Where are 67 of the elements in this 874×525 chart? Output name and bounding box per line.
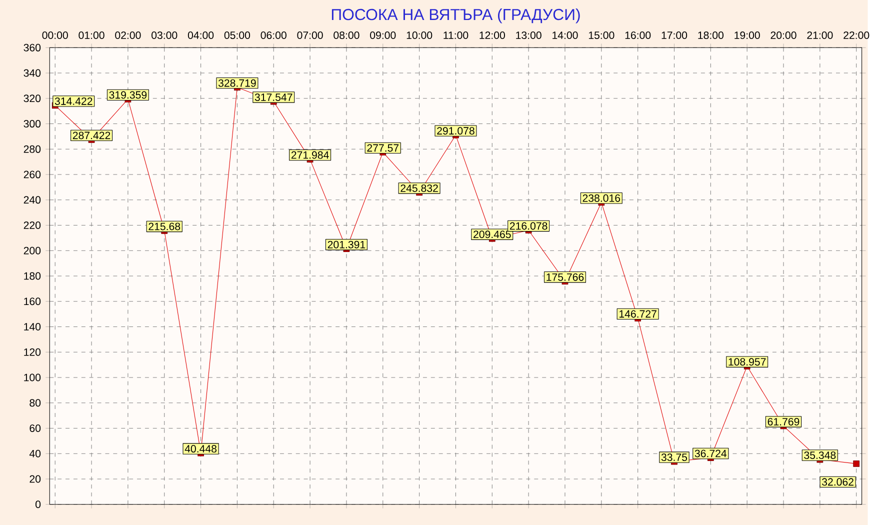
y-tick-label: 280 [24,145,41,153]
x-tick-label: 10:00 [406,31,432,39]
x-tick-label: 04:00 [188,31,214,39]
x-tick-label: 06:00 [260,31,286,39]
x-tick-label: 00:00 [42,31,68,39]
y-tick-label: 260 [24,170,41,178]
y-tick-label: 80 [30,399,41,407]
data-label: 238.016 [582,194,620,202]
y-tick-label: 200 [24,246,41,254]
y-tick-label: 160 [24,298,41,306]
data-label: 328.719 [218,79,256,87]
x-tick-label: 22:00 [844,31,870,39]
data-label: 61.769 [768,418,800,426]
data-label: 215.68 [148,222,180,230]
data-label: 32.062 [822,478,854,486]
y-tick-label: 340 [24,69,41,77]
x-tick-label: 17:00 [662,31,688,39]
x-tick-label: 13:00 [516,31,542,39]
data-label: 36.724 [694,450,727,458]
data-label: 33.75 [661,453,688,461]
y-tick-label: 100 [24,374,41,382]
x-tick-label: 16:00 [625,31,651,39]
y-tick-label: 240 [24,196,41,204]
x-tick-label: 11:00 [444,31,468,39]
data-label: 146.727 [619,310,656,318]
x-tick-label: 05:00 [224,31,250,39]
data-label: 40.448 [184,444,217,452]
data-label: 245.832 [400,184,438,192]
y-tick-label: 60 [30,424,41,432]
x-tick-label: 02:00 [115,31,141,39]
y-tick-label: 180 [24,272,41,280]
data-label: 291.078 [437,126,474,134]
x-tick-label: 07:00 [297,31,323,39]
x-tick-label: 08:00 [334,31,360,39]
data-label: 287.422 [72,132,110,140]
y-tick-label: 20 [30,475,41,483]
data-label: 201.391 [328,240,366,248]
x-tick-label: 09:00 [370,31,396,39]
x-tick-label: 18:00 [698,31,724,39]
y-tick-label: 0 [36,500,41,508]
data-label: 271.984 [291,151,329,159]
x-tick-label: 15:00 [588,31,614,39]
y-tick-label: 220 [24,221,41,229]
data-label: 35.348 [804,451,836,459]
point [853,460,860,467]
y-tick-label: 360 [24,44,41,52]
x-tick-label: 14:00 [552,31,578,39]
x-tick-label: 12:00 [480,31,505,39]
x-tick-label: 03:00 [152,31,178,39]
x-tick-label: 01:00 [78,31,104,39]
y-tick-label: 320 [24,94,41,102]
data-label: 108.957 [728,358,766,366]
y-tick-label: 120 [24,348,41,356]
data-label: 277.57 [367,144,399,152]
y-tick-label: 40 [29,450,41,458]
x-tick-label: 19:00 [734,31,760,39]
data-label: 209.465 [474,230,511,238]
data-label: 317.547 [254,93,292,101]
y-tick-label: 140 [24,322,41,330]
x-tick-label: 20:00 [770,31,796,39]
x-tick-label: 21:00 [807,31,833,39]
data-label: 319.359 [109,91,147,99]
data-label: 314.422 [54,97,92,105]
y-tick-label: 300 [24,120,41,128]
chart-title: ПОСОКА НА ВЯТЪРА (ГРАДУСИ) [332,8,580,24]
data-label: 216.078 [510,222,548,230]
data-label: 175.766 [546,273,584,281]
